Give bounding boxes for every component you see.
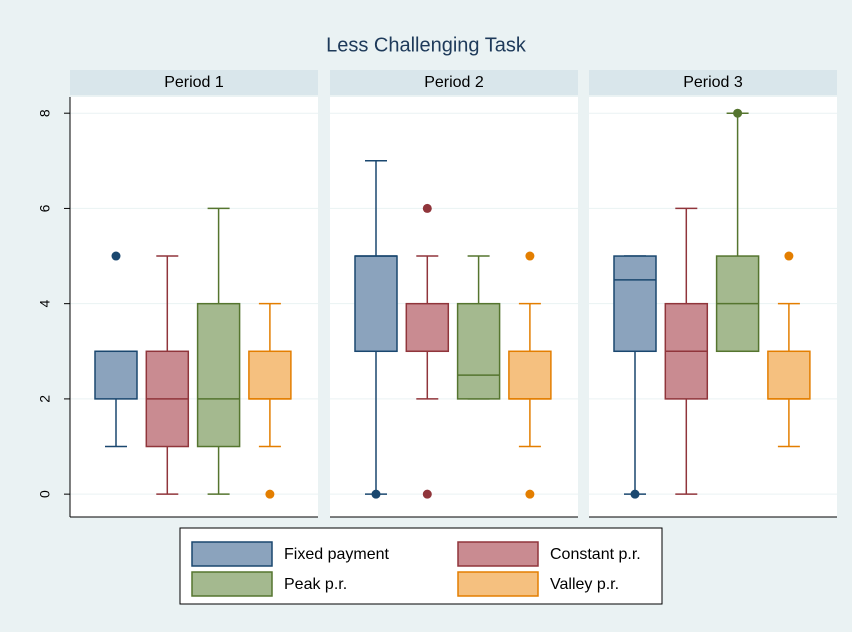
- legend-label: Constant p.r.: [550, 546, 641, 563]
- box: [196, 302, 241, 448]
- outlier: [111, 251, 121, 261]
- y-tick-label: 8: [37, 109, 53, 117]
- box: [248, 350, 292, 400]
- legend-swatch: [457, 541, 539, 567]
- box: [405, 302, 450, 353]
- outlier: [784, 251, 794, 261]
- outlier: [422, 489, 432, 499]
- outlier: [733, 108, 743, 118]
- panel-header: [70, 70, 318, 95]
- outlier: [265, 489, 275, 499]
- legend-label: Peak p.r.: [284, 576, 347, 593]
- y-tick-label: 6: [37, 204, 53, 212]
- plot-area: [70, 97, 318, 517]
- box: [508, 350, 552, 400]
- panel-header: [589, 70, 837, 95]
- legend-swatch: [191, 541, 273, 567]
- y-tick-label: 0: [37, 490, 53, 498]
- box: [354, 255, 398, 353]
- box: [613, 255, 657, 353]
- box: [456, 302, 501, 400]
- y-tick-label: 2: [37, 395, 53, 403]
- panel-title: Period 2: [424, 74, 484, 91]
- legend-swatch: [191, 571, 273, 597]
- y-tick-label: 4: [37, 300, 53, 308]
- panel-title: Period 1: [164, 74, 224, 91]
- panel-title: Period 3: [683, 74, 743, 91]
- outlier: [371, 489, 381, 499]
- outlier: [630, 489, 640, 499]
- panel-header: [330, 70, 578, 95]
- legend-swatch: [457, 571, 539, 597]
- chart-title: Less Challenging Task: [326, 34, 527, 56]
- outlier: [525, 489, 535, 499]
- box: [767, 350, 811, 400]
- legend-label: Valley p.r.: [550, 576, 619, 593]
- outlier: [525, 251, 535, 261]
- legend-label: Fixed payment: [284, 546, 389, 563]
- outlier: [422, 203, 432, 213]
- box: [94, 350, 138, 400]
